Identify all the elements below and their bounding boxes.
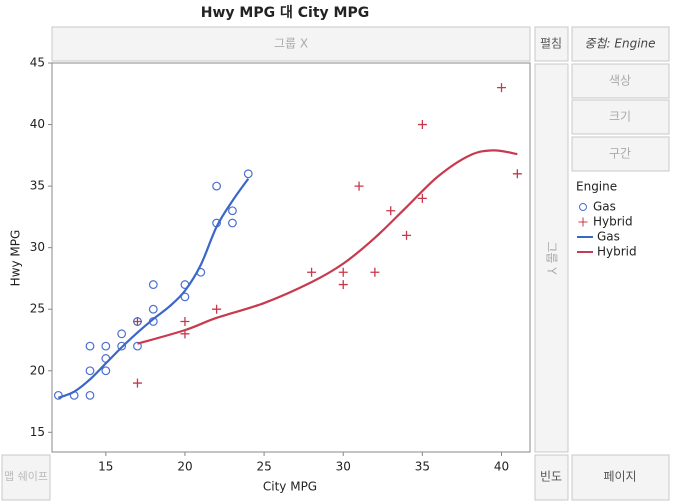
size-label: 크기 — [609, 110, 631, 124]
point — [133, 341, 142, 351]
point — [497, 83, 507, 93]
point — [386, 206, 396, 216]
point — [148, 280, 158, 289]
wrap-zone[interactable] — [534, 26, 569, 62]
plot-area — [51, 62, 531, 453]
y-tick-label: 20 — [30, 363, 45, 377]
point — [228, 206, 237, 216]
color-label: 색상 — [609, 74, 631, 88]
legend-label: Gas — [597, 230, 620, 244]
wrap-label: 펼침 — [540, 37, 562, 51]
x-tick-label: 20 — [177, 460, 192, 474]
point — [243, 169, 253, 179]
point — [53, 390, 63, 400]
point — [417, 193, 427, 203]
interval-label: 구간 — [609, 147, 631, 161]
point — [354, 181, 364, 191]
point — [101, 341, 111, 351]
group-y-zone[interactable] — [534, 63, 569, 453]
x-axis-label: City MPG — [263, 480, 317, 494]
point — [212, 304, 222, 314]
point — [132, 317, 142, 327]
y-tick-label: 15 — [30, 425, 45, 439]
page-label: 페이지 — [603, 470, 636, 484]
overlay-label: 중첩: Engine — [584, 37, 655, 51]
x-tick-label: 25 — [256, 460, 271, 474]
point — [85, 366, 95, 376]
map-shape-zone[interactable] — [1, 454, 51, 501]
point — [212, 181, 222, 191]
x-tick-label: 40 — [494, 460, 509, 474]
point — [180, 292, 190, 302]
freq-zone[interactable] — [534, 454, 569, 501]
page-zone[interactable] — [571, 454, 670, 501]
point — [338, 280, 348, 290]
map-shape-label: 맵 쉐이프 — [4, 470, 48, 483]
point — [338, 267, 348, 277]
point — [228, 218, 237, 228]
point — [85, 390, 95, 400]
legend-swatch — [579, 203, 587, 211]
size-zone[interactable] — [571, 99, 670, 135]
group-x-label: 그룹 X — [274, 37, 308, 51]
smoother-line — [57, 178, 250, 399]
point — [370, 267, 380, 277]
legend-title: Engine — [576, 180, 617, 194]
y-tick-label: 25 — [30, 302, 45, 316]
point — [180, 317, 190, 327]
legend-label: Gas — [593, 200, 616, 214]
y-tick-label: 40 — [30, 117, 45, 131]
x-tick-label: 15 — [98, 460, 113, 474]
legend-label: Hybrid — [597, 245, 637, 259]
point — [101, 366, 111, 376]
interval-zone[interactable] — [571, 136, 670, 172]
group-y-label: 그룹 Y — [545, 241, 559, 275]
x-tick-label: 30 — [336, 460, 351, 474]
legend-swatch — [578, 217, 588, 227]
y-tick-label: 45 — [30, 56, 45, 70]
freq-label: 빈도 — [540, 470, 562, 484]
point — [85, 341, 95, 351]
x-tick-label: 35 — [415, 460, 430, 474]
point — [402, 230, 412, 240]
chart-title: Hwy MPG 대 City MPG — [201, 5, 369, 21]
smoother-line — [137, 149, 518, 345]
point — [148, 304, 158, 314]
legend-label: Hybrid — [593, 215, 633, 229]
point — [512, 169, 522, 179]
group-x-zone[interactable] — [51, 26, 531, 62]
y-tick-label: 35 — [30, 179, 45, 193]
point — [117, 341, 127, 351]
point — [132, 378, 142, 388]
point — [417, 120, 427, 130]
overlay-zone[interactable] — [571, 26, 670, 62]
point — [117, 329, 127, 339]
y-tick-label: 30 — [30, 240, 45, 254]
y-axis-label: Hwy MPG — [9, 230, 23, 287]
point — [307, 267, 317, 277]
color-zone[interactable] — [571, 63, 670, 99]
